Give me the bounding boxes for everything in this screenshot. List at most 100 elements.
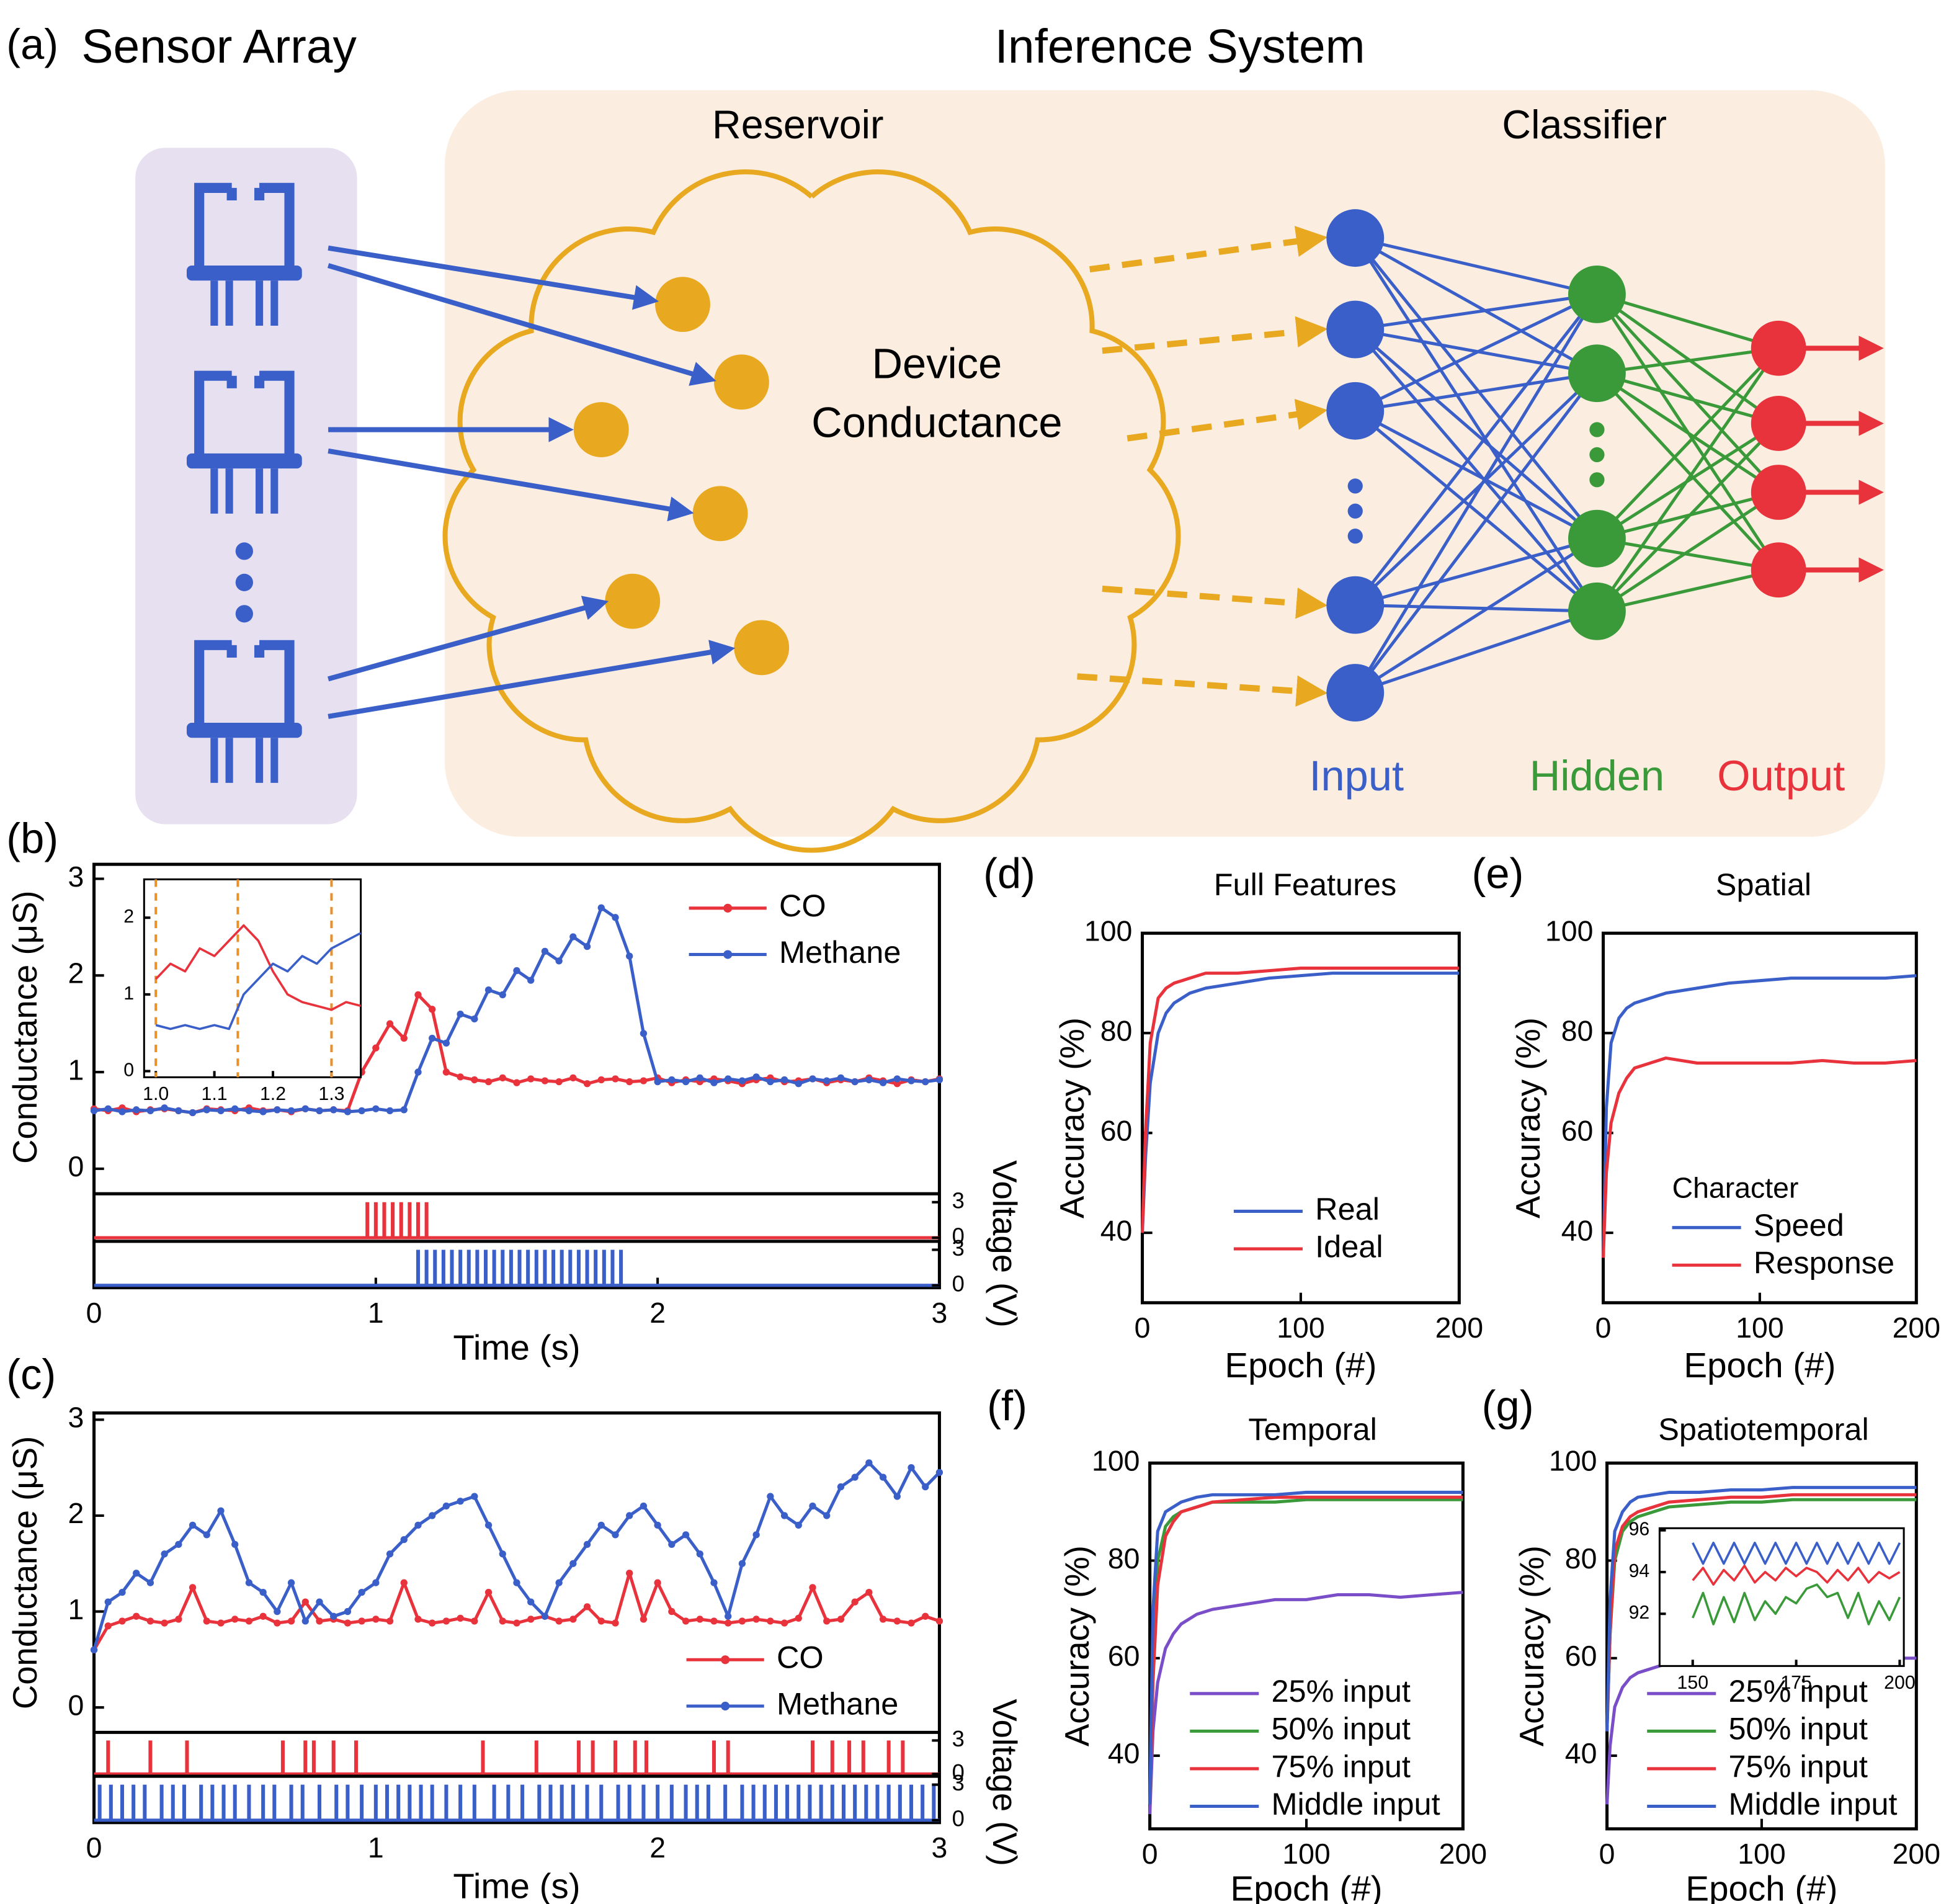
voltage-pulse xyxy=(303,1740,308,1774)
data-point xyxy=(527,1616,535,1623)
x-axis-label: Epoch (#) xyxy=(1685,1869,1837,1904)
voltage-pulse xyxy=(346,1784,350,1820)
data-point xyxy=(499,1550,506,1558)
sensor-icon xyxy=(194,640,295,726)
voltage-pulse xyxy=(331,1740,336,1774)
series-line xyxy=(1605,1498,1917,1732)
y-tick-label: 1 xyxy=(68,1053,84,1086)
x-tick-label: 0 xyxy=(1142,1838,1158,1870)
data-point xyxy=(513,1619,520,1627)
voltage-pulse xyxy=(810,1740,815,1774)
data-point xyxy=(133,1612,140,1620)
data-point xyxy=(90,1646,98,1654)
data-point xyxy=(767,1493,774,1500)
data-point xyxy=(301,1598,309,1606)
voltage-pulse xyxy=(132,1784,136,1820)
x-tick-label: 0 xyxy=(86,1831,102,1864)
connection xyxy=(1354,409,1598,540)
data-point xyxy=(429,1006,436,1013)
voltage-pulse xyxy=(373,1784,378,1820)
series-line xyxy=(1140,972,1460,1233)
legend-label: 75% input xyxy=(1728,1748,1867,1784)
voltage-pulse xyxy=(159,1784,164,1820)
data-point xyxy=(893,1075,901,1083)
data-point xyxy=(780,1076,788,1084)
voltage-pulse xyxy=(360,1784,364,1820)
voltage-pulse xyxy=(864,1784,868,1820)
voltage-pulse xyxy=(450,1249,454,1285)
voltage-pulse xyxy=(199,1784,203,1820)
data-point xyxy=(457,1498,464,1505)
data-point xyxy=(640,1502,648,1510)
data-point xyxy=(837,1483,845,1491)
voltage-pulse xyxy=(373,1202,378,1238)
voltage-pulse xyxy=(391,1202,395,1238)
voltage-pulse xyxy=(419,1784,423,1820)
data-point xyxy=(330,1612,337,1620)
input-arrow xyxy=(328,640,736,719)
data-point xyxy=(809,1584,816,1591)
x-axis-label: Time (s) xyxy=(453,1328,580,1367)
y2-tick-label: 3 xyxy=(952,1235,965,1261)
voltage-pulse xyxy=(796,1784,801,1820)
connection xyxy=(1354,409,1599,613)
data-point xyxy=(414,991,422,999)
data-point xyxy=(569,1560,577,1567)
reservoir-node xyxy=(605,573,661,629)
voltage-pulse xyxy=(886,1740,891,1774)
inference-title: Inference System xyxy=(995,20,1365,73)
data-point xyxy=(429,1034,436,1042)
voltage-pulse xyxy=(712,1740,716,1774)
voltage-pulse xyxy=(109,1784,113,1820)
voltage-pulse xyxy=(861,1740,865,1774)
data-point xyxy=(133,1570,140,1577)
y2-axis-label: Voltage (V) xyxy=(986,1160,1024,1328)
data-point xyxy=(442,1617,450,1625)
voltage-pulse xyxy=(585,1784,589,1820)
y2-tick-label: 0 xyxy=(952,1271,965,1296)
data-point xyxy=(400,1535,408,1544)
ellipsis-dot xyxy=(1589,447,1605,463)
voltage-pulse xyxy=(785,1784,790,1820)
panel-label: (c) xyxy=(6,1351,56,1398)
data-point xyxy=(358,1617,365,1625)
series-line xyxy=(1148,1591,1463,1815)
voltage-pulse xyxy=(458,1249,463,1285)
voltage-pulse xyxy=(396,1784,401,1820)
data-point xyxy=(626,1570,633,1577)
voltage-pulse xyxy=(723,1784,728,1820)
y-tick-label: 60 xyxy=(1100,1114,1133,1146)
y2-axis-label: Voltage (V) xyxy=(986,1699,1024,1866)
input-arrow xyxy=(328,596,609,682)
y-tick-label: 0 xyxy=(123,1060,134,1081)
x-axis-label: Epoch (#) xyxy=(1225,1346,1376,1385)
data-point xyxy=(612,914,619,921)
voltage-pulse xyxy=(644,1740,648,1774)
y-tick-label: 2 xyxy=(68,957,84,990)
data-point xyxy=(457,1073,464,1081)
data-point xyxy=(612,1531,619,1539)
connection xyxy=(1596,372,1780,494)
voltage-pulse xyxy=(898,1784,902,1820)
voltage-pulse xyxy=(334,1784,339,1820)
y2-tick-label: 3 xyxy=(952,1187,965,1213)
connection xyxy=(1354,293,1599,694)
y-tick-label: 1 xyxy=(123,983,134,1004)
input-node xyxy=(1326,576,1385,634)
reservoir-node xyxy=(655,277,710,333)
voltage-pulse xyxy=(506,1784,511,1820)
voltage-pulse xyxy=(221,1784,226,1820)
data-point xyxy=(851,1078,859,1086)
data-point xyxy=(725,1619,732,1627)
voltage-pulse xyxy=(560,1784,564,1820)
data-point xyxy=(640,1077,648,1084)
data-point xyxy=(922,1483,929,1491)
series-line xyxy=(1140,967,1460,1233)
voltage-pulse xyxy=(819,1784,823,1820)
ellipsis-dot xyxy=(1589,472,1605,488)
voltage-pulse xyxy=(210,1784,215,1820)
voltage-pulse xyxy=(143,1784,147,1820)
data-point xyxy=(893,1080,901,1088)
data-point xyxy=(851,1473,859,1481)
classifier-title: Classifier xyxy=(1502,102,1667,147)
